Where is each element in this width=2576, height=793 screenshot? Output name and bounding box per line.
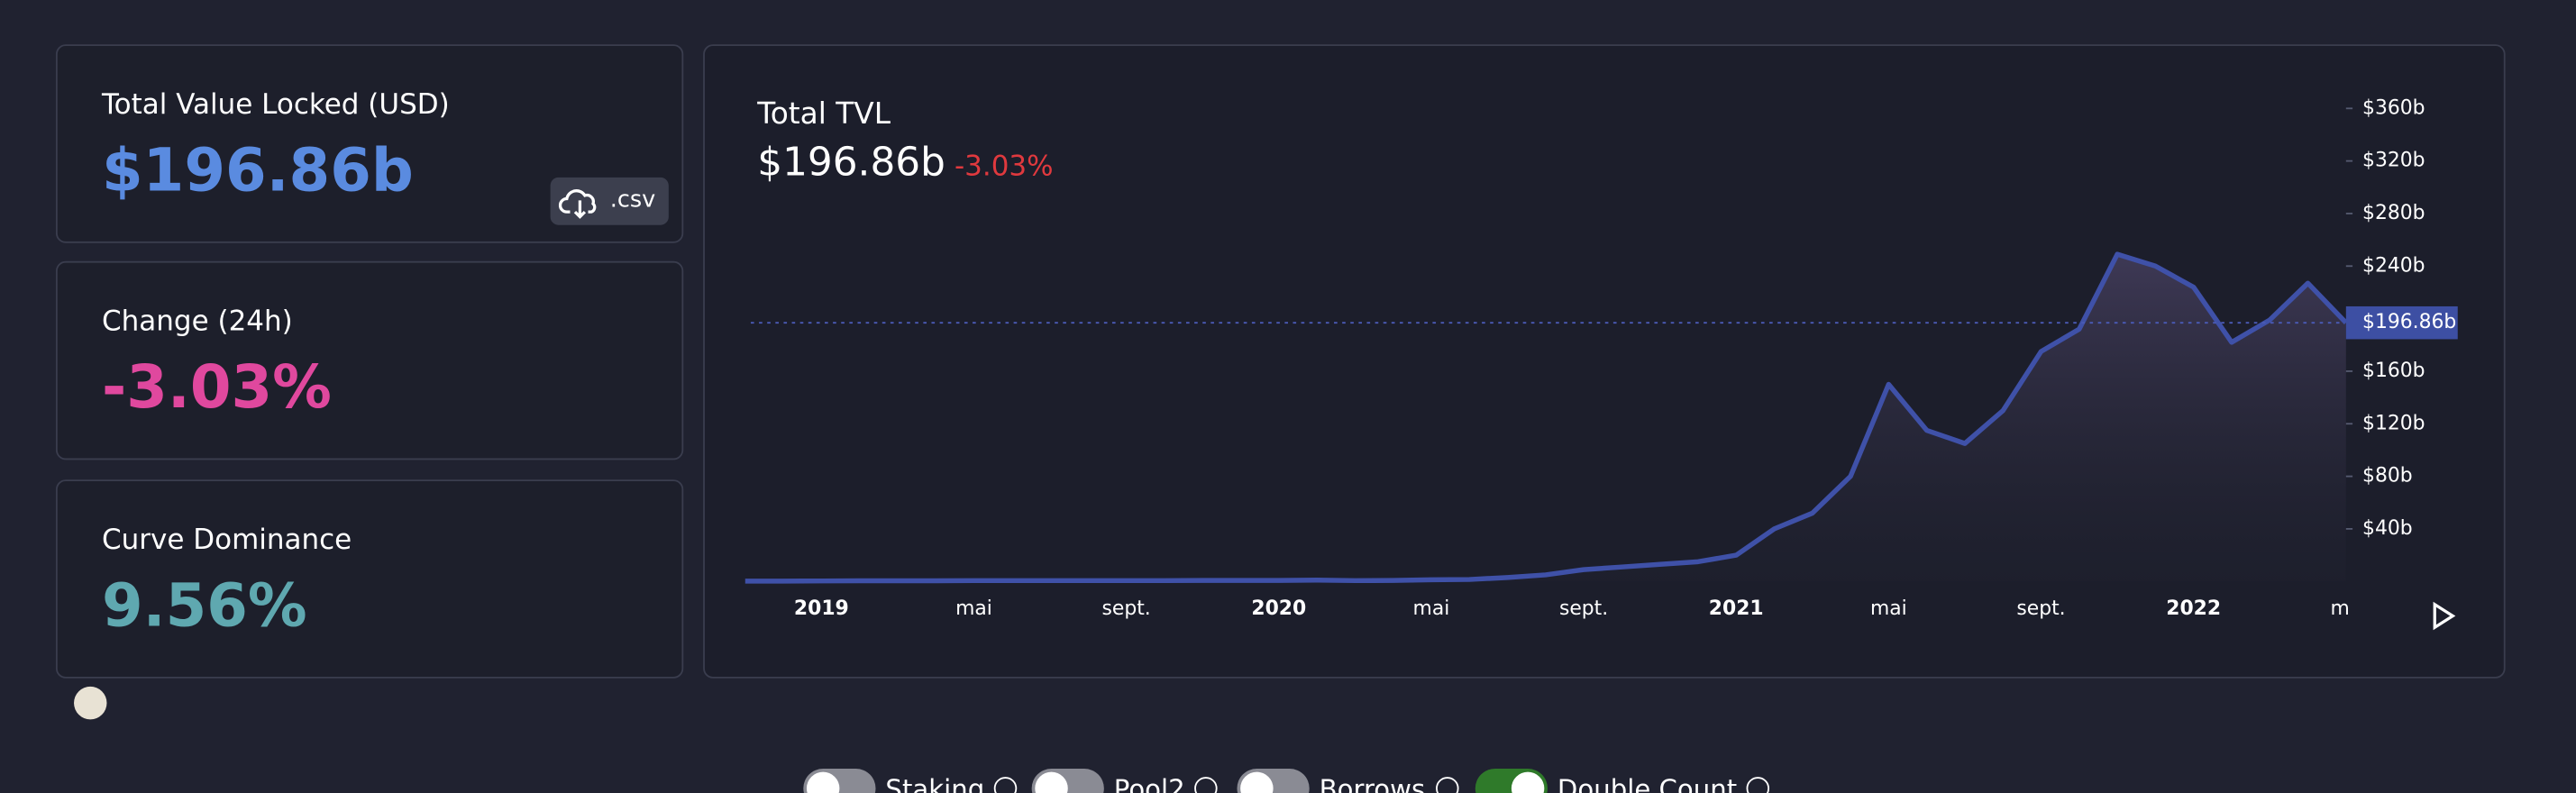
x-tick-label: mai (955, 597, 992, 620)
csv-label[interactable]: .csv (609, 187, 656, 214)
switch-knob[interactable] (1240, 771, 1274, 793)
y-tick-label: $80b (2362, 465, 2413, 488)
x-tick-label: 2022 (2166, 597, 2221, 620)
switch[interactable] (1237, 769, 1310, 793)
y-tick-label: $360b (2362, 96, 2425, 119)
x-tick-label: sept. (1559, 597, 1608, 620)
csv-button[interactable]: .csv (550, 177, 669, 225)
toggle[interactable]: Pool2 (1031, 769, 1219, 793)
play-button[interactable] (2433, 601, 2456, 631)
y-tick-label: $280b (2362, 202, 2425, 224)
mascot (74, 686, 107, 720)
y-tick-label: $240b (2362, 254, 2425, 277)
x-tick-label: mai (1413, 597, 1450, 620)
change: -3.03% (955, 150, 1054, 182)
toggle[interactable]: Staking (803, 769, 1018, 793)
switch-knob[interactable] (1035, 771, 1068, 793)
x-tick-label: 2021 (1709, 597, 1764, 620)
help-icon[interactable] (1747, 777, 1770, 793)
switch[interactable] (803, 769, 876, 793)
toggle[interactable]: Double Count (1475, 769, 1770, 793)
switch-knob[interactable] (1511, 771, 1545, 793)
stat-card: Change (24h) -3.03% (55, 260, 684, 460)
toggle-label[interactable]: Double Count (1557, 772, 1738, 793)
card-title: Curve Dominance (102, 524, 352, 557)
y-tick-label: $120b (2362, 412, 2425, 434)
help-icon[interactable] (1435, 777, 1458, 793)
x-tick-label: sept. (2016, 597, 2065, 620)
current-tvl: $196.86b (757, 139, 945, 185)
help-icon[interactable] (1194, 777, 1219, 793)
card-value: 9.56% (102, 573, 307, 641)
toggle-label[interactable]: Pool2 (1113, 772, 1185, 793)
y-tick-label: $40b (2362, 517, 2413, 540)
current-label: $196.86b (2362, 311, 2456, 333)
line (744, 251, 2348, 584)
plot (744, 251, 2348, 584)
chart-title: Total TVL (756, 96, 891, 131)
card-title: Change (24h) (102, 305, 293, 339)
x-tick-label: sept. (1102, 597, 1151, 620)
toggle[interactable]: Borrows (1237, 769, 1458, 793)
card-title: Total Value Locked (USD) (102, 88, 450, 122)
y-tick-label: $160b (2362, 360, 2425, 382)
x-tick-label: 2020 (1251, 597, 1306, 620)
play-icon[interactable] (2433, 601, 2456, 631)
switch[interactable] (1475, 769, 1548, 793)
help-icon[interactable] (994, 777, 1018, 793)
download-icon[interactable] (558, 184, 601, 220)
stat-card: Curve Dominance 9.56% (55, 479, 684, 679)
x-tick-label: 2019 (794, 597, 849, 620)
x-tick-label: mai (1870, 597, 1907, 620)
toggle-label[interactable]: Borrows (1319, 772, 1426, 793)
switch[interactable] (1031, 769, 1104, 793)
y-tick-label: $320b (2362, 150, 2425, 172)
card-value: -3.03% (102, 354, 332, 423)
x-tick-label: ma (2330, 597, 2361, 620)
switch-knob[interactable] (806, 771, 840, 793)
area-fill (744, 254, 2346, 582)
card-value: $196.86b (102, 138, 414, 205)
mascot-icon (74, 686, 107, 720)
toggle-label[interactable]: Staking (885, 772, 985, 793)
current-badge (2345, 305, 2458, 340)
stat-card: Total Value Locked (USD) $196.86b .csv (55, 44, 684, 243)
